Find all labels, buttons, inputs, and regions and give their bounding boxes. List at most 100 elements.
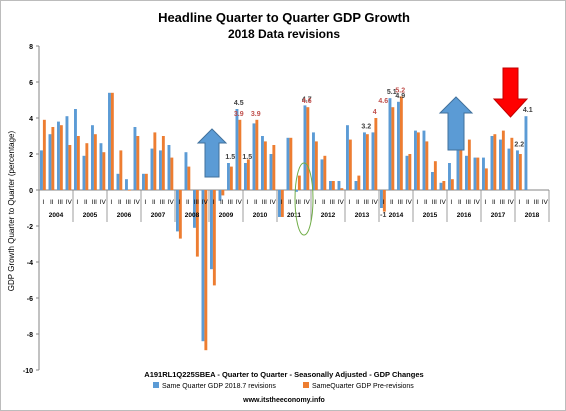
year-label: 2010 xyxy=(253,212,268,219)
bar-revised xyxy=(303,105,307,190)
y-tick-label: 4 xyxy=(29,116,33,123)
data-label: -1 xyxy=(380,212,386,219)
chart-title: Headline Quarter to Quarter GDP Growth xyxy=(158,10,410,25)
y-tick-label: 6 xyxy=(29,80,33,87)
quarter-label: III xyxy=(330,199,336,206)
quarter-label: IV xyxy=(338,199,345,206)
quarter-label: II xyxy=(118,199,122,206)
bar-pre-revision xyxy=(229,166,233,190)
y-axis-label: GDP Growth Quarter to Quarter (percentag… xyxy=(7,130,16,291)
bar-pre-revision xyxy=(178,190,182,239)
bar-revised xyxy=(439,182,443,190)
bar-revised xyxy=(184,152,188,190)
bar-pre-revision xyxy=(391,107,395,190)
bar-revised xyxy=(244,163,247,190)
bar-revised xyxy=(99,143,103,190)
quarter-label: I xyxy=(212,199,214,206)
bar-revised xyxy=(176,190,179,232)
year-label: 2007 xyxy=(151,212,166,219)
bar-revised xyxy=(252,123,256,190)
quarter-label: II xyxy=(526,199,530,206)
year-label: 2016 xyxy=(457,212,472,219)
quarter-label: I xyxy=(42,199,44,206)
quarter-label: IV xyxy=(270,199,277,206)
quarter-label: II xyxy=(458,199,462,206)
bar-pre-revision xyxy=(144,173,148,190)
bar-pre-revision xyxy=(59,125,63,190)
quarter-label: I xyxy=(110,199,112,206)
bar-revised xyxy=(48,134,52,190)
y-tick-label: -4 xyxy=(27,260,33,267)
quarter-label: III xyxy=(364,199,370,206)
bar-pre-revision xyxy=(161,136,165,190)
data-label: 4.6 xyxy=(378,98,388,105)
bar-revised xyxy=(261,136,264,190)
blue-up-arrow-2015 xyxy=(438,96,474,151)
data-label: 1.5 xyxy=(225,154,235,161)
bar-revised xyxy=(218,190,222,201)
bar-pre-revision xyxy=(195,190,199,257)
bar-pre-revision xyxy=(501,130,505,190)
data-label: 1.5 xyxy=(242,154,252,161)
bar-revised xyxy=(456,148,460,190)
bar-revised xyxy=(371,132,375,190)
bar-revised xyxy=(125,179,128,190)
bar-pre-revision xyxy=(136,136,140,190)
bar-revised xyxy=(82,155,86,190)
y-tick-label: 2 xyxy=(29,152,33,159)
quarter-label: III xyxy=(466,199,472,206)
bar-revised xyxy=(405,155,409,190)
quarter-label: IV xyxy=(508,199,515,206)
quarter-label: I xyxy=(280,199,282,206)
bar-pre-revision xyxy=(323,155,327,190)
bar-revised xyxy=(142,173,145,190)
quarter-label: II xyxy=(84,199,88,206)
bar-revised xyxy=(210,190,213,270)
quarter-label: I xyxy=(348,199,350,206)
quarter-label: I xyxy=(178,199,180,206)
bar-pre-revision xyxy=(102,152,106,190)
bar-revised xyxy=(167,145,171,190)
bar-revised xyxy=(193,190,196,228)
bar-pre-revision xyxy=(51,127,55,190)
bar-pre-revision xyxy=(484,168,488,190)
bar-revised xyxy=(422,130,426,190)
bar-pre-revision xyxy=(221,190,225,196)
bar-revised xyxy=(473,157,477,190)
bar-pre-revision xyxy=(93,134,97,190)
quarter-label: IV xyxy=(134,199,141,206)
quarter-label: III xyxy=(432,199,438,206)
bar-pre-revision xyxy=(450,179,454,190)
data-label: 5.2 xyxy=(395,87,405,94)
y-tick-label: 8 xyxy=(29,44,33,51)
data-label: 3.2 xyxy=(361,123,371,130)
2011-highlight-ellipse xyxy=(294,162,314,236)
data-label: 2.2 xyxy=(514,141,524,148)
bar-pre-revision xyxy=(246,159,250,190)
blue-up-arrow-2008 xyxy=(196,128,228,178)
bar-pre-revision xyxy=(272,145,276,190)
bar-pre-revision xyxy=(297,175,301,190)
bar-pre-revision xyxy=(280,190,284,217)
year-label: 2013 xyxy=(355,212,370,219)
quarter-label: III xyxy=(296,199,302,206)
x-axis-caption: A191RL1Q225SBEA - Quarter to Quarter - S… xyxy=(144,370,423,379)
bar-pre-revision xyxy=(518,154,522,190)
quarter-label: IV xyxy=(542,199,549,206)
data-label: 4.9 xyxy=(395,93,405,100)
bar-revised xyxy=(363,132,366,190)
bar-revised xyxy=(516,150,519,190)
bar-revised xyxy=(431,172,434,190)
quarter-label: I xyxy=(314,199,316,206)
quarter-label: IV xyxy=(168,199,175,206)
bar-pre-revision xyxy=(459,150,463,190)
bar-pre-revision xyxy=(510,137,514,190)
quarter-label: IV xyxy=(406,199,413,206)
bar-revised xyxy=(91,125,94,190)
bar-revised xyxy=(40,150,43,190)
year-label: 2017 xyxy=(491,212,506,219)
quarter-label: II xyxy=(356,199,360,206)
bar-pre-revision xyxy=(119,150,123,190)
quarter-label: IV xyxy=(66,199,73,206)
quarter-label: III xyxy=(398,199,404,206)
